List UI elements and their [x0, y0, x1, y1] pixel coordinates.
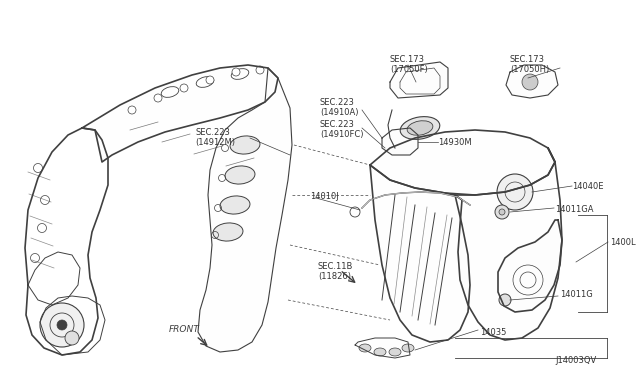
- Text: 14930M: 14930M: [438, 138, 472, 147]
- Text: 14035: 14035: [480, 328, 506, 337]
- Polygon shape: [198, 68, 292, 352]
- Text: SEC.223
(14912M): SEC.223 (14912M): [195, 128, 235, 147]
- Ellipse shape: [402, 344, 414, 352]
- Circle shape: [495, 205, 509, 219]
- Polygon shape: [455, 148, 562, 340]
- Text: 14011GA: 14011GA: [555, 205, 593, 214]
- Ellipse shape: [389, 348, 401, 356]
- Circle shape: [40, 303, 84, 347]
- Ellipse shape: [225, 166, 255, 184]
- Circle shape: [522, 74, 538, 90]
- Text: J14003QV: J14003QV: [555, 356, 596, 365]
- Circle shape: [65, 331, 79, 345]
- Circle shape: [256, 66, 264, 74]
- Polygon shape: [498, 220, 562, 312]
- Ellipse shape: [220, 196, 250, 214]
- Polygon shape: [355, 338, 410, 358]
- Text: SEC.173
(17050F): SEC.173 (17050F): [390, 55, 428, 74]
- Polygon shape: [370, 130, 555, 195]
- Circle shape: [232, 68, 240, 76]
- Circle shape: [40, 196, 49, 205]
- Circle shape: [499, 209, 505, 215]
- Circle shape: [154, 94, 162, 102]
- Ellipse shape: [230, 136, 260, 154]
- Circle shape: [33, 164, 42, 173]
- Circle shape: [499, 294, 511, 306]
- Text: SEC.223
(14910A): SEC.223 (14910A): [320, 98, 358, 118]
- Text: SEC.11B
(11826): SEC.11B (11826): [318, 262, 353, 281]
- Text: 1400L: 1400L: [610, 238, 636, 247]
- Polygon shape: [506, 65, 558, 98]
- Circle shape: [38, 224, 47, 232]
- Circle shape: [497, 174, 533, 210]
- Ellipse shape: [374, 348, 386, 356]
- Circle shape: [128, 106, 136, 114]
- Text: 14010J: 14010J: [310, 192, 339, 201]
- Text: FRONT: FRONT: [168, 326, 200, 334]
- Circle shape: [180, 84, 188, 92]
- Text: SEC.173
(17050H): SEC.173 (17050H): [510, 55, 549, 74]
- Polygon shape: [82, 65, 278, 162]
- Ellipse shape: [213, 223, 243, 241]
- Text: SEC.223
(14910FC): SEC.223 (14910FC): [320, 120, 364, 140]
- Ellipse shape: [400, 117, 440, 140]
- Text: 14011G: 14011G: [560, 290, 593, 299]
- Text: 14040E: 14040E: [572, 182, 604, 191]
- Polygon shape: [390, 62, 448, 98]
- Ellipse shape: [407, 121, 433, 135]
- Circle shape: [206, 76, 214, 84]
- Ellipse shape: [359, 344, 371, 352]
- Circle shape: [31, 253, 40, 263]
- Circle shape: [57, 320, 67, 330]
- Polygon shape: [370, 165, 470, 342]
- Polygon shape: [382, 128, 418, 155]
